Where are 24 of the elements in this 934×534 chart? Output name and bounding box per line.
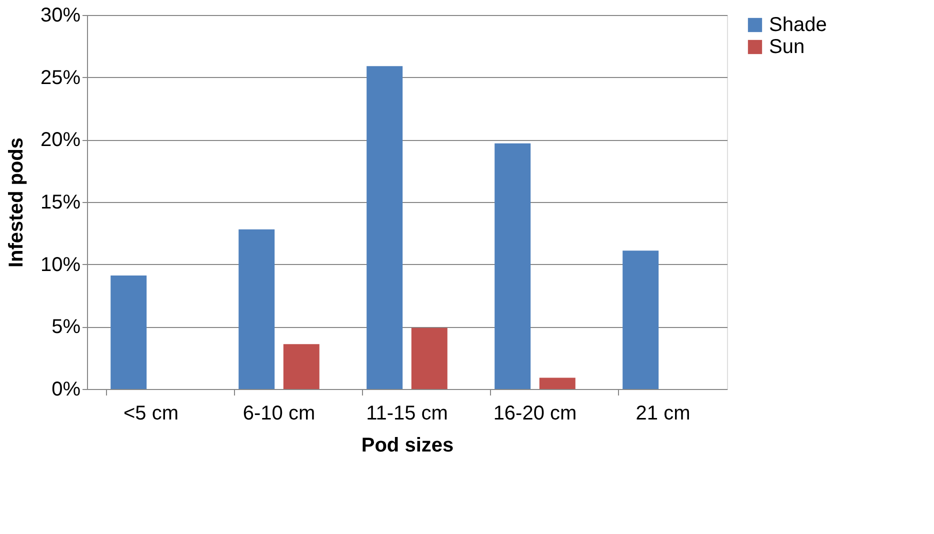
bar: [366, 66, 403, 389]
bar: [110, 276, 147, 389]
bar: [411, 328, 448, 389]
x-tick-label: 11-15 cm: [366, 402, 448, 424]
bar: [283, 344, 320, 389]
x-tick-label: 21 cm: [636, 402, 690, 424]
legend-label: Sun: [769, 36, 805, 58]
x-tick-label: 6-10 cm: [242, 402, 316, 424]
y-tick-label: 25%: [40, 66, 81, 89]
bar: [238, 229, 275, 389]
y-tick-label: 15%: [40, 192, 81, 214]
x-axis-title: Pod sizes: [361, 434, 454, 456]
bar: [622, 250, 659, 389]
y-tick-label: 10%: [40, 254, 81, 276]
y-axis-title: Infested pods: [5, 137, 28, 268]
bar: [539, 378, 576, 389]
legend-label: Shade: [769, 14, 827, 36]
y-tick-label: 5%: [52, 316, 81, 338]
bar: [494, 143, 531, 389]
y-tick-label: 20%: [40, 129, 81, 152]
y-tick-label: 0%: [52, 378, 81, 400]
x-tick-label: 16-20 cm: [493, 402, 577, 424]
y-tick-label: 30%: [40, 4, 81, 26]
x-tick-label: <5 cm: [123, 402, 179, 424]
